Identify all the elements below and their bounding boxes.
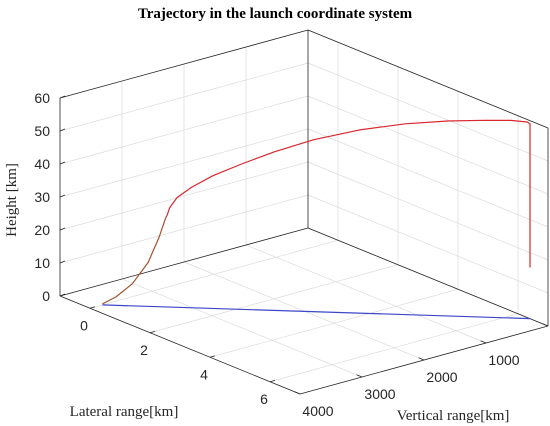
box-edge [307,29,549,129]
trajectory-series-0 [165,119,531,268]
chart-title: Trajectory in the launch coordinate syst… [138,6,413,22]
y-tick-mark [542,323,549,327]
x-tick-mark [269,380,276,383]
z-tick-label: 10 [34,255,50,271]
z-tick-label: 0 [42,288,50,304]
z-tick-mark [59,95,66,99]
trajectory-series-1 [102,217,167,305]
box-edge [307,227,549,327]
x-tick-label: 0 [80,317,88,333]
z-tick-label: 50 [34,123,50,139]
grid-layer [59,29,549,395]
box-edge [59,227,309,297]
y-tick-label: 4000 [302,403,333,419]
series-layer [102,119,531,320]
z-tick-mark [59,260,66,264]
z-tick-mark [59,227,66,231]
z-tick-label: 20 [34,222,50,238]
z-tick-label: 30 [34,189,50,205]
x-tick-mark [89,306,96,309]
back-wall-grid-line [307,194,549,294]
y-tick-mark [480,340,487,344]
box-edge [59,29,309,99]
back-wall-grid-line [307,95,549,195]
y-tick-label: 2000 [426,369,457,385]
side-wall-grid-line [59,161,309,231]
back-wall-grid-line [307,161,549,261]
z-tick-label: 40 [34,156,50,172]
box-edge [59,295,301,395]
trajectory-series-2 [102,304,531,320]
floor-grid-line [245,244,487,344]
x-tick-mark [149,331,156,334]
x-tick-mark [209,355,216,358]
z-tick-label: 60 [34,90,50,106]
axes-box [59,29,549,395]
x-tick-label: 6 [260,391,268,407]
z-tick-mark [59,194,66,198]
side-wall-grid-line [59,194,309,264]
x-axis-label: Lateral range[km] [70,404,179,420]
y-tick-mark [418,357,425,361]
z-tick-mark [59,293,66,297]
z-tick-mark [59,128,66,132]
side-wall-grid-line [59,128,309,198]
z-axis-label: Height [km] [4,163,20,237]
side-wall-grid-line [59,95,309,165]
back-wall-grid-line [307,128,549,228]
y-tick-label: 3000 [364,386,395,402]
x-tick-label: 4 [200,366,208,382]
tick-labels: 0246010002000300040000102030405060 [34,90,549,419]
y-tick-mark [294,391,301,395]
y-tick-mark [356,374,363,378]
x-tick-label: 2 [140,342,148,358]
floor-grid-line [121,278,363,378]
y-tick-label: 1000 [488,352,519,368]
side-wall-grid-line [59,62,309,132]
y-axis-label: Vertical range[km] [397,408,510,424]
z-tick-mark [59,161,66,165]
back-wall-grid-line [307,62,549,162]
